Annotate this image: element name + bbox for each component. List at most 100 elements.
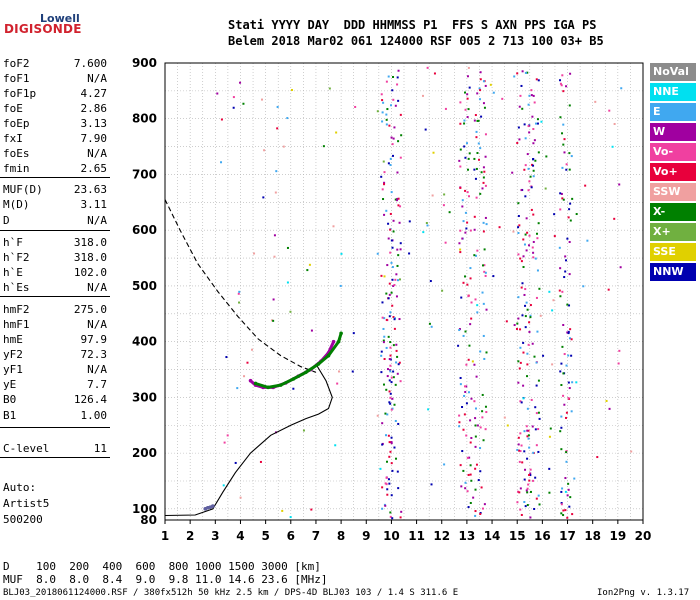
echo-dot xyxy=(527,437,530,440)
echo-dot xyxy=(393,284,396,287)
echo-dot xyxy=(460,296,463,299)
param-name: yF2 xyxy=(3,348,23,361)
echo-dot xyxy=(478,158,481,161)
echo-dot xyxy=(216,92,219,95)
echo-dot xyxy=(559,116,562,119)
echo-dot xyxy=(521,461,524,464)
echo-dot xyxy=(522,266,525,269)
echo-dot xyxy=(458,329,461,332)
legend-item-nne: NNE xyxy=(650,83,696,101)
echo-dot xyxy=(396,470,399,473)
muf-value-row: MUF 8.0 8.0 8.4 9.0 9.8 11.0 14.6 23.6 [… xyxy=(3,573,328,586)
param-name: foE xyxy=(3,102,23,115)
param-name: h`F xyxy=(3,236,23,249)
echo-dot xyxy=(261,98,264,101)
echo-dot xyxy=(352,332,355,335)
echo-dot xyxy=(443,193,446,196)
param-value: N/A xyxy=(87,318,107,331)
echo-dot xyxy=(384,412,387,415)
echo-dot xyxy=(392,316,395,319)
echo-dot xyxy=(571,381,574,384)
echo-dot xyxy=(479,78,482,81)
echo-dot xyxy=(385,118,388,121)
echo-dot xyxy=(569,202,572,205)
echo-dot xyxy=(560,362,563,365)
param-name: M(D) xyxy=(3,198,30,211)
echo-dot xyxy=(234,461,237,464)
echo-dot xyxy=(521,282,524,285)
echo-dot xyxy=(518,491,521,494)
echo-dot xyxy=(526,429,529,432)
echo-dot xyxy=(559,295,562,298)
echo-dot xyxy=(519,346,522,349)
echo-dot xyxy=(537,79,540,82)
echo-dot xyxy=(391,517,394,520)
echo-dot xyxy=(528,180,531,183)
echo-dot xyxy=(569,72,572,75)
echo-dot xyxy=(383,317,386,320)
echo-dot xyxy=(482,230,485,233)
x-tick-label: 8 xyxy=(337,529,345,543)
echo-dot xyxy=(524,326,527,329)
echo-dot xyxy=(566,237,569,240)
echo-dot xyxy=(525,489,528,492)
echo-dot xyxy=(381,422,384,425)
echo-dot xyxy=(485,223,488,226)
param-row: foF1p 4.27 xyxy=(3,87,107,101)
echo-dot xyxy=(551,363,554,366)
echo-dot xyxy=(482,221,485,224)
echo-dot xyxy=(397,99,400,102)
echo-dot xyxy=(518,367,521,370)
echo-dot xyxy=(471,360,474,363)
echo-dot xyxy=(448,211,451,214)
echo-dot xyxy=(432,151,435,154)
echo-dot xyxy=(477,142,480,145)
echo-dot xyxy=(390,191,393,194)
echo-dot xyxy=(523,293,526,296)
echo-dot xyxy=(484,84,487,87)
footer-version: Ion2Png v. 1.3.17 xyxy=(597,588,690,598)
echo-dot xyxy=(476,311,479,314)
param-row: yE 7.7 xyxy=(3,378,107,392)
echo-dot xyxy=(394,104,397,107)
echo-dot xyxy=(565,168,568,171)
echo-dot xyxy=(618,183,621,186)
echo-dot xyxy=(461,205,464,208)
echo-dot xyxy=(527,483,530,486)
echo-dot xyxy=(483,264,486,267)
echo-dot xyxy=(520,260,523,263)
echo-dot xyxy=(397,204,400,207)
echo-dot xyxy=(457,344,460,347)
param-value: 318.0 xyxy=(73,236,107,249)
echo-dot xyxy=(549,427,552,430)
echo-dot xyxy=(336,382,339,385)
echo-dot xyxy=(608,109,611,112)
echo-dot xyxy=(387,162,390,165)
param-name: C-level xyxy=(3,442,50,455)
echo-dot xyxy=(537,428,540,431)
echo-dot xyxy=(398,361,401,364)
echo-dot xyxy=(474,177,477,180)
echo-dot xyxy=(389,396,392,399)
echo-dot xyxy=(474,488,477,491)
echo-dot xyxy=(474,445,477,448)
echo-dot xyxy=(463,145,466,148)
echo-dot xyxy=(560,490,563,493)
trace-point xyxy=(278,383,283,387)
echo-dot xyxy=(533,507,536,510)
echo-dot xyxy=(528,234,531,237)
echo-dot xyxy=(473,215,476,218)
y-tick-label: 500 xyxy=(132,279,157,293)
echo-dot xyxy=(563,138,566,141)
echo-dot xyxy=(475,196,478,199)
echo-dot xyxy=(388,124,391,127)
x-tick-label: 13 xyxy=(459,529,476,543)
echo-dot xyxy=(533,101,536,104)
echo-dot xyxy=(467,108,470,111)
x-tick-label: 19 xyxy=(609,529,626,543)
echo-dot xyxy=(381,120,384,123)
echo-dot xyxy=(381,301,384,304)
echo-dot xyxy=(393,327,396,330)
param-row: yF1 N/A xyxy=(3,363,107,377)
echo-dot xyxy=(272,319,275,322)
